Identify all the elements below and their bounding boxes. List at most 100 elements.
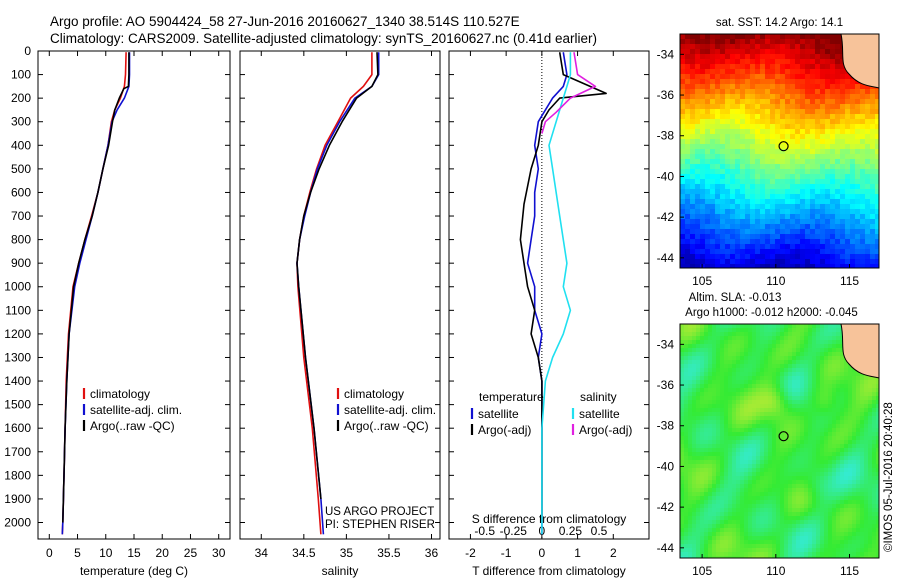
map-cell xyxy=(810,49,816,55)
map-cell xyxy=(820,44,826,50)
map-cell xyxy=(760,492,765,497)
map-cell xyxy=(780,194,786,200)
map-cell xyxy=(856,512,861,517)
map-cell xyxy=(804,476,809,481)
map-cell xyxy=(736,384,741,389)
map-cell xyxy=(855,179,861,185)
map-cell xyxy=(800,234,806,240)
map-cell xyxy=(816,348,821,353)
map-cell xyxy=(815,204,821,210)
map-cell xyxy=(836,532,841,537)
map-cell xyxy=(850,194,856,200)
map-cell xyxy=(740,484,745,489)
map-cell xyxy=(770,209,776,215)
map-cell xyxy=(724,512,729,517)
map-cell xyxy=(696,356,701,361)
map-cell xyxy=(780,376,785,381)
map-cell xyxy=(828,524,833,529)
map-cell xyxy=(725,129,731,135)
map-cell xyxy=(844,368,849,373)
map-cell xyxy=(855,104,861,110)
map-cell xyxy=(805,139,811,145)
map-cell xyxy=(830,94,836,100)
map-cell xyxy=(760,64,766,70)
map-cell xyxy=(795,239,801,245)
map-cell xyxy=(764,512,769,517)
map-cell xyxy=(690,134,696,140)
map-cell xyxy=(688,436,693,441)
map-cell xyxy=(680,59,686,65)
map-cell xyxy=(790,189,796,195)
map-cell xyxy=(844,520,849,525)
map-cell xyxy=(870,94,876,100)
map-cell xyxy=(752,344,757,349)
map-cell xyxy=(735,59,741,65)
map-cell xyxy=(736,532,741,537)
map-cell xyxy=(808,532,813,537)
map-cell xyxy=(692,376,697,381)
map-cell xyxy=(752,488,757,493)
map-cell xyxy=(820,336,825,341)
map-cell xyxy=(790,49,796,55)
map-cell xyxy=(835,169,841,175)
map-cell xyxy=(736,424,741,429)
map-cell xyxy=(760,400,765,405)
map-cell xyxy=(805,104,811,110)
map-cell xyxy=(812,516,817,521)
map-cell xyxy=(815,129,821,135)
map-cell xyxy=(805,229,811,235)
map-cell xyxy=(844,404,849,409)
map-cell xyxy=(856,428,861,433)
map-cell xyxy=(875,174,879,180)
map-cell xyxy=(830,79,836,85)
y-tick-label: 200 xyxy=(11,91,31,105)
map-cell xyxy=(875,244,879,250)
map-cell xyxy=(864,520,869,525)
map-cell xyxy=(856,472,861,477)
map-cell xyxy=(865,234,871,240)
map-cell xyxy=(772,468,777,473)
map-cell xyxy=(832,496,837,501)
map-cell xyxy=(795,254,801,260)
map-cell xyxy=(785,89,791,95)
map-cell xyxy=(876,436,879,441)
sst-map-cells xyxy=(680,34,879,268)
map-cell xyxy=(720,440,725,445)
map-cell xyxy=(692,444,697,449)
map-cell xyxy=(780,424,785,429)
map-cell xyxy=(780,224,786,230)
map-cell xyxy=(785,49,791,55)
map-cell xyxy=(744,456,749,461)
map-cell xyxy=(725,174,731,180)
map-cell xyxy=(835,224,841,230)
map-cell xyxy=(870,89,876,95)
map-cell xyxy=(785,204,791,210)
map-cell xyxy=(690,239,696,245)
map-cell xyxy=(830,69,836,75)
map-cell xyxy=(688,500,693,505)
map-cell xyxy=(724,388,729,393)
map-cell xyxy=(852,488,857,493)
map-cell xyxy=(712,424,717,429)
map-cell xyxy=(810,229,816,235)
map-cell xyxy=(820,114,826,120)
map-cell xyxy=(768,428,773,433)
map-cell xyxy=(748,360,753,365)
map-cell xyxy=(792,528,797,533)
plot-frame xyxy=(448,50,650,540)
map-cell xyxy=(735,179,741,185)
map-cell xyxy=(832,524,837,529)
map-cell xyxy=(690,59,696,65)
map-cell xyxy=(765,124,771,130)
map-cell xyxy=(704,420,709,425)
map-cell xyxy=(836,524,841,529)
map-cell xyxy=(795,209,801,215)
map-cell xyxy=(876,420,879,425)
map-cell xyxy=(715,139,721,145)
map-cell xyxy=(860,174,866,180)
map-cell xyxy=(845,154,851,160)
map-cell xyxy=(692,512,697,517)
map-cell xyxy=(736,404,741,409)
map-cell xyxy=(775,129,781,135)
map-cell xyxy=(816,356,821,361)
